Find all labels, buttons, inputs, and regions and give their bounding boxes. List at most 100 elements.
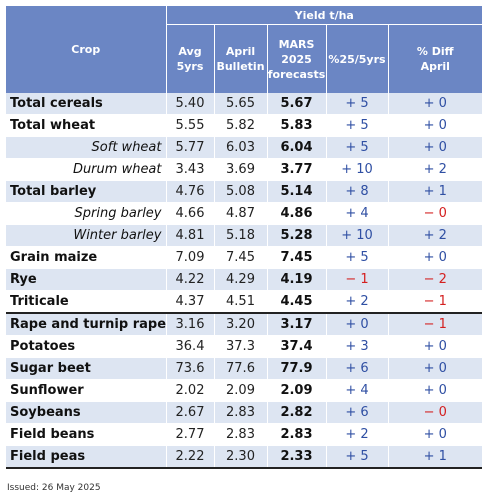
table-header: Crop Yield t/ha Avg 5yrs April Bulletin … xyxy=(6,6,483,93)
header-mars-forecast: MARS 2025 forecasts xyxy=(267,24,327,93)
avg-5yrs-cell: 3.43 xyxy=(166,158,215,181)
pct-diff-april-cell: − 2 xyxy=(388,268,483,291)
pct-25-5yrs-cell: + 5 xyxy=(326,136,389,159)
pct-diff-april-cell: − 1 xyxy=(388,312,483,336)
table-row: Field peas 2.22 2.30 2.33 + 5 + 1 xyxy=(6,445,483,469)
pct-25-5yrs-cell: + 2 xyxy=(326,290,389,314)
pct-25-5yrs-cell: + 10 xyxy=(326,224,389,247)
mars-forecast-cell: 5.83 xyxy=(267,114,327,137)
april-bulletin-cell: 5.18 xyxy=(214,224,268,247)
pct-diff-april-cell: + 0 xyxy=(388,335,483,358)
avg-5yrs-cell: 2.22 xyxy=(166,445,215,469)
table-row: Rape and turnip rape 3.16 3.20 3.17 + 0− 1 xyxy=(6,312,483,336)
header-avg-5yrs: Avg 5yrs xyxy=(166,24,215,93)
table-row: Triticale 4.37 4.51 4.45 + 2− 1 xyxy=(6,290,483,314)
mars-forecast-cell: 2.83 xyxy=(267,423,327,446)
yield-table: Crop Yield t/ha Avg 5yrs April Bulletin … xyxy=(6,6,483,469)
pct-25-5yrs-cell: + 3 xyxy=(326,335,389,358)
avg-5yrs-cell: 2.77 xyxy=(166,423,215,446)
crop-cell: Grain maize xyxy=(6,246,167,269)
mars-forecast-cell: 2.82 xyxy=(267,401,327,424)
avg-5yrs-cell: 2.02 xyxy=(166,379,215,402)
table-row: Soybeans 2.67 2.83 2.82 + 6− 0 xyxy=(6,401,483,424)
pct-diff-april-cell: + 0 xyxy=(388,136,483,159)
mars-forecast-cell: 5.14 xyxy=(267,180,327,203)
table-row: Total barley 4.76 5.08 5.14 + 8 + 1 xyxy=(6,180,483,203)
april-bulletin-cell: 4.51 xyxy=(214,290,268,314)
pct-25-5yrs-cell: + 0 xyxy=(326,312,389,336)
mars-forecast-cell: 4.19 xyxy=(267,268,327,291)
pct-diff-april-cell: + 2 xyxy=(388,224,483,247)
table-row: Sunflower 2.02 2.09 2.09 + 4 + 0 xyxy=(6,379,483,402)
header-yield-group: Yield t/ha xyxy=(166,6,483,25)
avg-5yrs-cell: 36.4 xyxy=(166,335,215,358)
april-bulletin-cell: 3.69 xyxy=(214,158,268,181)
mars-forecast-cell: 5.67 xyxy=(267,93,327,115)
april-bulletin-cell: 2.30 xyxy=(214,445,268,469)
table-row: Durum wheat 3.43 3.69 3.77 + 10 + 2 xyxy=(6,158,483,181)
avg-5yrs-cell: 4.22 xyxy=(166,268,215,291)
crop-cell: Sunflower xyxy=(6,379,167,402)
crop-cell: Total wheat xyxy=(6,114,167,137)
pct-25-5yrs-cell: + 5 xyxy=(326,114,389,137)
crop-cell: Triticale xyxy=(6,290,167,314)
mars-forecast-cell: 77.9 xyxy=(267,357,327,380)
pct-25-5yrs-cell: + 5 xyxy=(326,246,389,269)
avg-5yrs-cell: 73.6 xyxy=(166,357,215,380)
header-april-bulletin: April Bulletin xyxy=(214,24,268,93)
pct-diff-april-cell: + 0 xyxy=(388,246,483,269)
mars-forecast-cell: 2.33 xyxy=(267,445,327,469)
avg-5yrs-cell: 5.55 xyxy=(166,114,215,137)
mars-forecast-cell: 4.45 xyxy=(267,290,327,314)
avg-5yrs-cell: 3.16 xyxy=(166,312,215,336)
april-bulletin-cell: 5.65 xyxy=(214,93,268,115)
mars-forecast-cell: 7.45 xyxy=(267,246,327,269)
table-row: Grain maize 7.09 7.45 7.45 + 5 + 0 xyxy=(6,246,483,269)
header-pct-diff-april: % Diff April xyxy=(388,24,483,93)
april-bulletin-cell: 37.3 xyxy=(214,335,268,358)
april-bulletin-cell: 77.6 xyxy=(214,357,268,380)
mars-forecast-cell: 6.04 xyxy=(267,136,327,159)
pct-25-5yrs-cell: + 2 xyxy=(326,423,389,446)
crop-cell: Field beans xyxy=(6,423,167,446)
april-bulletin-cell: 2.83 xyxy=(214,401,268,424)
pct-25-5yrs-cell: + 4 xyxy=(326,202,389,225)
table-row: Winter barley 4.81 5.18 5.28 + 10 + 2 xyxy=(6,224,483,247)
pct-diff-april-cell: + 0 xyxy=(388,379,483,402)
pct-diff-april-cell: + 2 xyxy=(388,158,483,181)
crop-cell: Rape and turnip rape xyxy=(6,312,167,336)
pct-diff-april-cell: + 1 xyxy=(388,445,483,469)
issued-date: Issued: 26 May 2025 xyxy=(7,483,101,493)
pct-25-5yrs-cell: + 5 xyxy=(326,93,389,115)
mars-forecast-cell: 3.17 xyxy=(267,312,327,336)
pct-diff-april-cell: + 1 xyxy=(388,180,483,203)
header-pct-25-5yrs: %25/5yrs xyxy=(326,24,389,93)
crop-cell: Potatoes xyxy=(6,335,167,358)
table-row: Rye 4.22 4.29 4.19− 1− 2 xyxy=(6,268,483,291)
crop-cell: Rye xyxy=(6,268,167,291)
mars-forecast-cell: 37.4 xyxy=(267,335,327,358)
april-bulletin-cell: 5.82 xyxy=(214,114,268,137)
avg-5yrs-cell: 4.76 xyxy=(166,180,215,203)
avg-5yrs-cell: 5.77 xyxy=(166,136,215,159)
crop-cell: Total barley xyxy=(6,180,167,203)
table-row: Sugar beet 73.6 77.6 77.9 + 6 + 0 xyxy=(6,357,483,380)
crop-cell: Soft wheat xyxy=(6,136,167,159)
yield-table-container: Crop Yield t/ha Avg 5yrs April Bulletin … xyxy=(6,6,483,469)
avg-5yrs-cell: 4.37 xyxy=(166,290,215,314)
april-bulletin-cell: 2.83 xyxy=(214,423,268,446)
avg-5yrs-cell: 4.81 xyxy=(166,224,215,247)
crop-cell: Durum wheat xyxy=(6,158,167,181)
crop-cell: Sugar beet xyxy=(6,357,167,380)
april-bulletin-cell: 4.87 xyxy=(214,202,268,225)
table-row: Field beans 2.77 2.83 2.83 + 2 + 0 xyxy=(6,423,483,446)
mars-forecast-cell: 4.86 xyxy=(267,202,327,225)
table-row: Potatoes 36.4 37.3 37.4 + 3 + 0 xyxy=(6,335,483,358)
pct-25-5yrs-cell: + 10 xyxy=(326,158,389,181)
pct-diff-april-cell: + 0 xyxy=(388,93,483,115)
pct-25-5yrs-cell: + 6 xyxy=(326,357,389,380)
table-row: Total wheat 5.55 5.82 5.83 + 5 + 0 xyxy=(6,114,483,137)
april-bulletin-cell: 7.45 xyxy=(214,246,268,269)
pct-diff-april-cell: − 0 xyxy=(388,202,483,225)
table-row: Soft wheat 5.77 6.03 6.04 + 5 + 0 xyxy=(6,136,483,159)
